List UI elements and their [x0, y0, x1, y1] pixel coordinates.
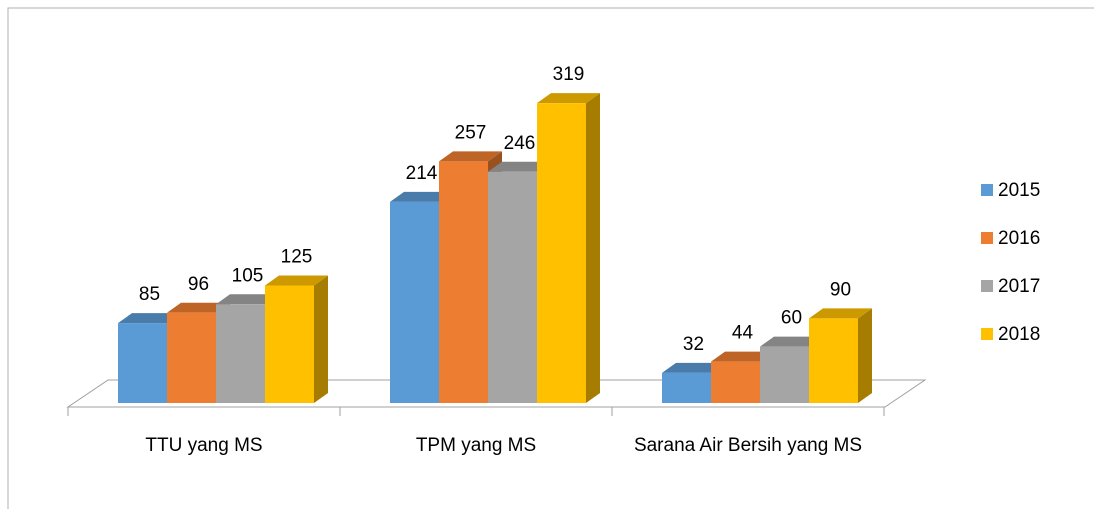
data-label: 32 — [683, 334, 704, 355]
bar-side — [314, 275, 328, 403]
data-label: 96 — [188, 274, 209, 295]
data-label: 214 — [406, 163, 438, 184]
data-label: 60 — [781, 308, 802, 329]
bar-front — [118, 323, 167, 403]
data-label: 319 — [553, 64, 585, 85]
x-tick-label: Sarana Air Bersih yang MS — [633, 435, 863, 456]
legend-label: 2018 — [998, 324, 1040, 345]
bar-front — [265, 285, 314, 403]
legend-label: 2017 — [998, 276, 1040, 297]
bar-top — [537, 93, 600, 104]
bar-side — [586, 93, 600, 403]
bar-front — [809, 318, 858, 403]
legend-swatch — [981, 328, 993, 340]
bar-top — [167, 302, 230, 313]
bar-front — [439, 161, 488, 403]
bar-front — [662, 372, 711, 403]
data-label: 44 — [732, 323, 754, 344]
legend-swatch — [981, 232, 993, 244]
bar — [809, 308, 872, 403]
chart-frame — [7, 7, 1094, 509]
legend-label: 2016 — [998, 228, 1040, 249]
bar — [537, 93, 600, 403]
bar-top — [711, 351, 774, 362]
bar-front — [390, 201, 439, 403]
data-label: 85 — [139, 284, 160, 305]
data-label: 257 — [455, 122, 487, 143]
data-label: 90 — [830, 279, 851, 300]
bar-front — [760, 346, 809, 403]
bar-front — [488, 171, 537, 403]
legend-label: 2015 — [998, 180, 1040, 201]
x-tick-label: TTU yang MS — [145, 435, 263, 456]
data-label: 246 — [504, 133, 536, 154]
x-tick-label: TPM yang MS — [415, 435, 537, 456]
legend-swatch — [981, 184, 993, 196]
bar-top — [118, 313, 181, 324]
bar-top — [216, 294, 279, 305]
bar-top — [809, 308, 872, 319]
bar — [265, 275, 328, 403]
bar-top — [390, 191, 453, 202]
bar-top — [488, 161, 551, 172]
legend-swatch — [981, 280, 993, 292]
bar-top — [439, 151, 502, 162]
bar-front — [167, 312, 216, 403]
bar-front — [711, 361, 760, 403]
bar-side — [858, 308, 872, 403]
bar-front — [216, 304, 265, 403]
bar-front — [537, 103, 586, 403]
bar-top — [662, 362, 725, 373]
data-label: 125 — [281, 247, 313, 268]
bar-top — [265, 275, 328, 286]
bar-top — [760, 336, 823, 347]
data-label: 105 — [232, 265, 264, 286]
